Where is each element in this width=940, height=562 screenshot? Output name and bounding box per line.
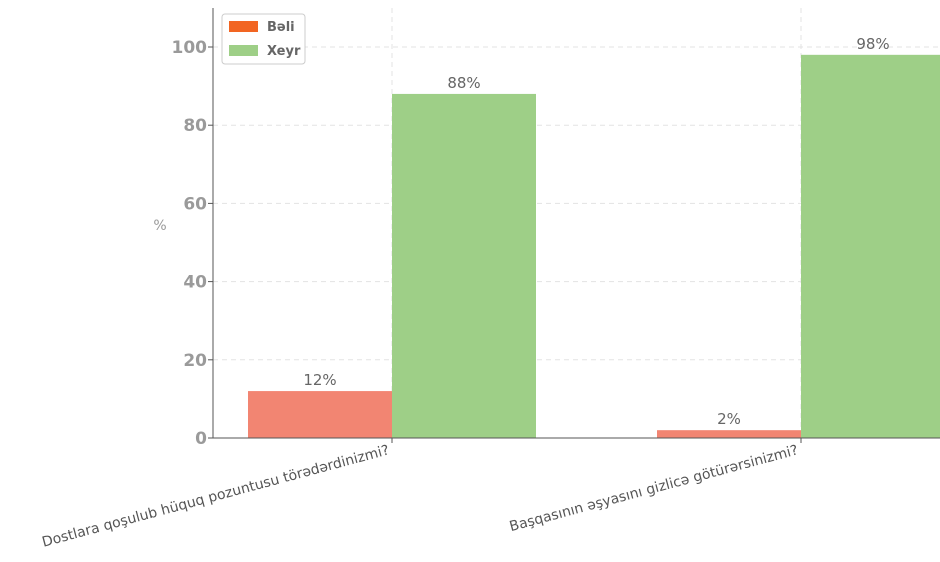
bar-b-li-0 [248,391,392,438]
y-ticks: 0 20 40 60 80 100 [172,38,213,449]
data-label-b-li-1: 2% [717,410,741,428]
data-label-xeyr-0: 88% [447,74,480,92]
y-tick-label-60: 60 [183,194,207,214]
y-tick-label-100: 100 [172,38,208,58]
bar-b-li-1 [657,430,801,438]
x-tick-label-1: Başqasının əşyasını gizlicə götürərsiniz… [508,442,800,535]
data-labels: 12% 88% 2% 98% [303,35,889,428]
y-tick-label-0: 0 [195,429,207,449]
x-tick-labels: Dostlara qoşulub hüquq pozuntusu törədər… [40,438,802,551]
legend: Bəli Xeyr [221,13,306,65]
legend-swatch-beli [229,21,258,32]
bar-xeyr-0 [392,93,536,439]
bars [248,54,940,439]
y-axis-label: % [153,218,166,234]
y-tick-label-40: 40 [183,273,207,293]
legend-swatch-xeyr [229,45,258,56]
x-tick-label-0: Dostlara qoşulub hüquq pozuntusu törədər… [40,442,391,550]
bar-xeyr-1 [801,54,940,438]
data-label-xeyr-1: 98% [856,35,889,53]
data-label-b-li-0: 12% [303,371,336,389]
legend-label-xeyr: Xeyr [267,44,301,59]
axes [212,8,940,439]
y-tick-label-80: 80 [183,116,207,136]
y-tick-label-20: 20 [183,351,207,371]
legend-label-beli: Bəli [267,20,295,35]
